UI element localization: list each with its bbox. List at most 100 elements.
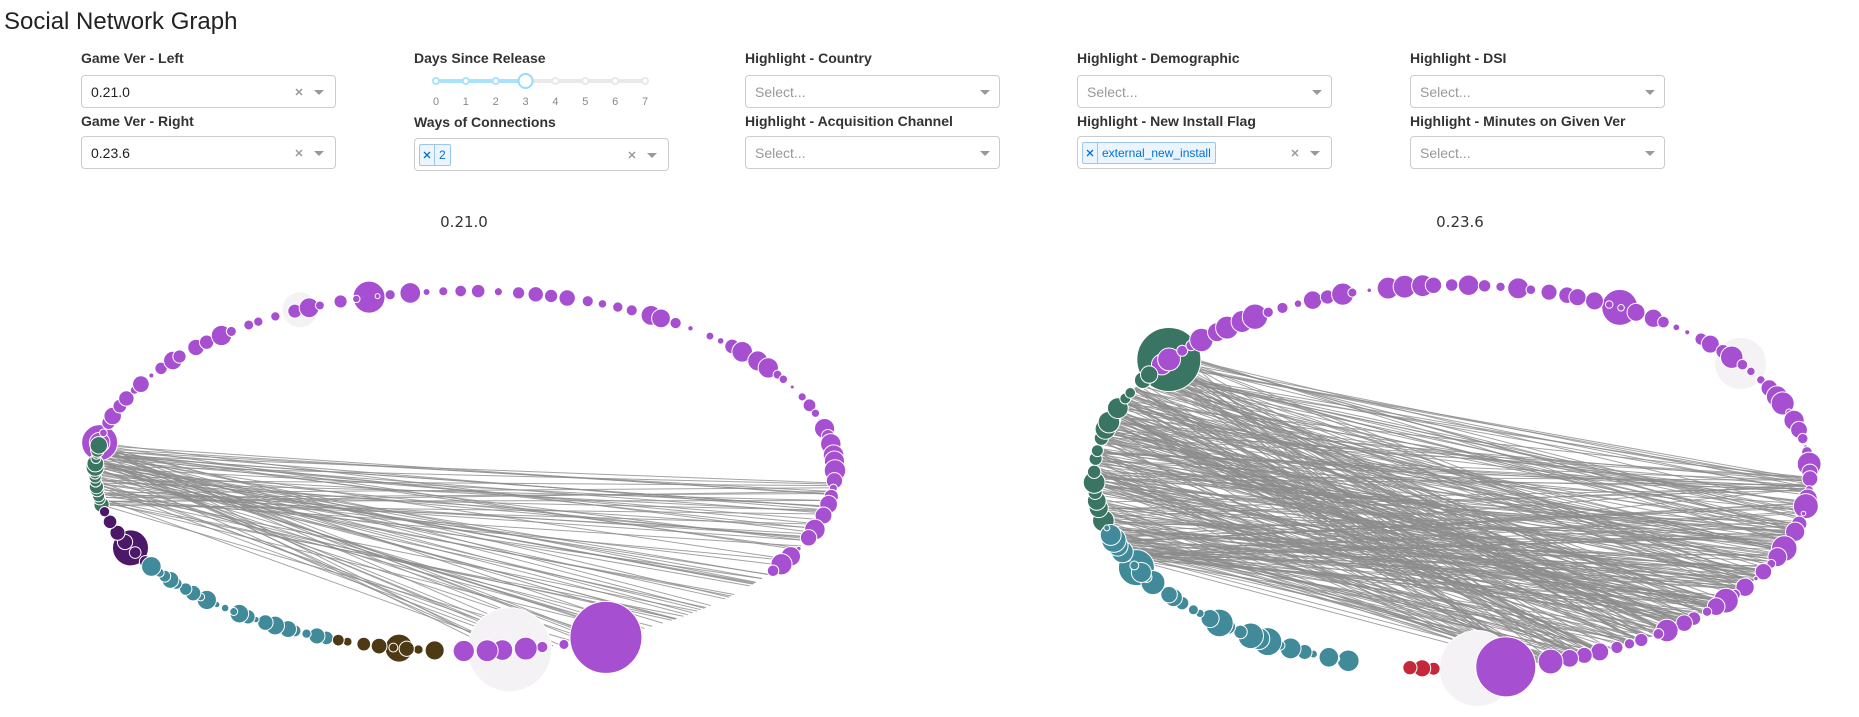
- edge: [1133, 389, 1797, 530]
- edge: [98, 497, 519, 650]
- node: [1475, 636, 1537, 698]
- multi-dropdown[interactable]: 2: [414, 138, 669, 171]
- edge: [95, 479, 541, 648]
- edge: [1116, 409, 1697, 618]
- node: [1124, 387, 1137, 399]
- placeholder: Select...: [1420, 83, 1471, 100]
- edge: [1102, 517, 1766, 570]
- placeholder: Select...: [1420, 144, 1471, 161]
- edge: [1160, 364, 1758, 578]
- edge: [1104, 430, 1781, 555]
- tag[interactable]: 2: [419, 143, 451, 166]
- dropdown[interactable]: Select...: [1410, 136, 1665, 169]
- slider-dot: [551, 77, 560, 85]
- dropdown[interactable]: Select...: [1410, 75, 1665, 108]
- node: [1262, 306, 1274, 318]
- dropdown[interactable]: 0.23.6: [81, 136, 336, 169]
- node: [1634, 632, 1649, 648]
- edge: [99, 498, 677, 620]
- edge: [1161, 364, 1696, 619]
- node: [1672, 323, 1681, 332]
- edge: [1094, 485, 1755, 581]
- node: [422, 287, 431, 296]
- edge: [1111, 536, 1599, 653]
- node: [118, 390, 135, 407]
- dropdown[interactable]: Select...: [745, 136, 1000, 169]
- node: [669, 316, 682, 330]
- node: [1477, 279, 1492, 293]
- edge: [96, 454, 835, 484]
- node: [1540, 283, 1558, 301]
- edge: [97, 492, 672, 621]
- node: [1090, 444, 1104, 458]
- edge: [1094, 486, 1630, 645]
- control-label: Game Ver - Right: [81, 113, 194, 129]
- edge: [95, 459, 553, 647]
- node: [1402, 660, 1418, 676]
- edge: [1152, 371, 1639, 642]
- node: [1610, 640, 1624, 654]
- node: [1276, 301, 1289, 314]
- node: [1424, 276, 1443, 294]
- node: [513, 636, 538, 661]
- node: [89, 436, 109, 455]
- node: [597, 299, 608, 309]
- node: [1585, 291, 1605, 311]
- node: [766, 564, 780, 577]
- dropdown[interactable]: Select...: [745, 75, 1000, 108]
- node: [308, 627, 326, 645]
- node: [1792, 493, 1819, 520]
- multi-dropdown[interactable]: external_new_install: [1077, 136, 1332, 169]
- node: [1525, 284, 1537, 296]
- node: [527, 286, 544, 303]
- edge: [1117, 544, 1590, 655]
- node: [452, 639, 475, 663]
- node: [1623, 638, 1636, 650]
- node: [384, 289, 396, 301]
- node: [1797, 432, 1809, 445]
- edge: [1133, 389, 1784, 551]
- edge: [1106, 425, 1706, 613]
- slider[interactable]: 0 1 2 3 4 5 6 7: [414, 70, 669, 110]
- node: [1753, 575, 1759, 582]
- node: [132, 375, 150, 394]
- slider-tick-label: 4: [552, 96, 558, 108]
- slider-handle[interactable]: [517, 73, 534, 89]
- node: [98, 428, 108, 438]
- node: [424, 640, 445, 661]
- edge: [1109, 532, 1756, 580]
- edge: [100, 501, 684, 617]
- node: [1604, 300, 1614, 309]
- node: [128, 546, 142, 559]
- dropdown[interactable]: 0.21.0: [81, 75, 336, 108]
- tag[interactable]: external_new_install: [1082, 141, 1216, 164]
- edge: [1166, 360, 1802, 520]
- edge: [1094, 461, 1643, 641]
- edge: [95, 459, 726, 600]
- node: [1537, 648, 1564, 675]
- node: [1187, 604, 1199, 616]
- edge: [1095, 456, 1780, 556]
- dropdown[interactable]: Select...: [1077, 75, 1332, 108]
- node: [331, 633, 345, 647]
- node: [612, 301, 624, 313]
- node: [172, 349, 187, 364]
- node: [243, 319, 255, 331]
- edge: [1095, 460, 1779, 557]
- node: [1086, 464, 1102, 479]
- page-title: Social Network Graph: [4, 8, 238, 35]
- edge: [1094, 465, 1558, 662]
- node: [1293, 299, 1303, 308]
- edge: [1119, 547, 1758, 578]
- arrow-icon: [1645, 90, 1655, 95]
- node: [536, 640, 549, 654]
- edge: [1096, 452, 1582, 657]
- edge: [1173, 355, 1753, 583]
- node: [797, 392, 807, 402]
- node: [438, 286, 449, 297]
- edge: [95, 475, 707, 609]
- edge: [1127, 395, 1753, 583]
- node: [1200, 608, 1220, 629]
- control-label: Game Ver - Left: [81, 50, 184, 66]
